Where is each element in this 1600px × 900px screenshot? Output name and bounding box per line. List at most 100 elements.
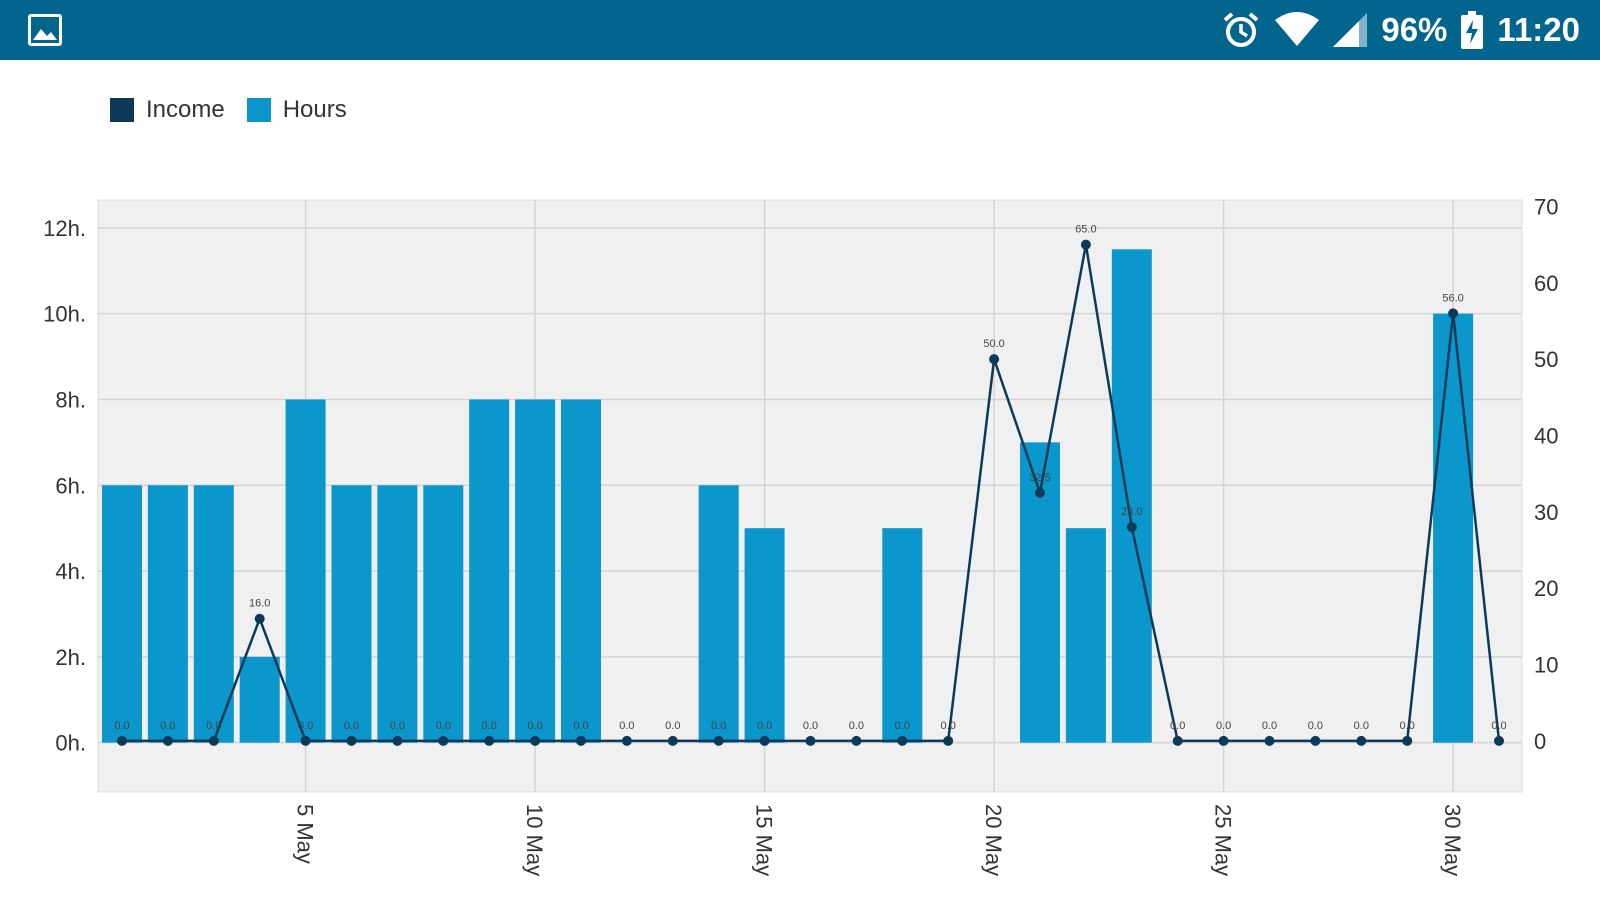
bar-hours xyxy=(331,485,372,743)
bar-hours xyxy=(377,485,418,743)
income-point xyxy=(117,735,127,746)
income-point-label: 0.0 xyxy=(160,720,175,732)
bar-hours xyxy=(469,399,510,743)
battery-charging-icon xyxy=(1461,11,1484,49)
x-tick-label: 15 May xyxy=(752,804,777,876)
y-right-tick-label: 70 xyxy=(1534,194,1558,219)
y-right-tick-label: 60 xyxy=(1534,271,1558,296)
income-point xyxy=(1310,735,1321,746)
income-point-label: 0.0 xyxy=(803,720,818,732)
bar-hours xyxy=(561,399,601,743)
y-left-tick-label: 10h. xyxy=(43,302,86,327)
clock: 11:20 xyxy=(1497,11,1580,48)
income-point-label: 0.0 xyxy=(1308,720,1323,732)
y-left-tick-label: 8h. xyxy=(55,387,86,412)
bar-hours xyxy=(882,528,923,743)
bar-hours xyxy=(1065,528,1106,743)
income-point xyxy=(438,735,449,746)
alarm-icon xyxy=(1224,12,1259,47)
income-point-label: 0.0 xyxy=(895,720,910,732)
income-point xyxy=(1448,308,1459,319)
status-bar: 96% 11:20 xyxy=(0,0,1600,60)
y-left-tick-label: 0h. xyxy=(55,731,86,756)
y-right-tick-label: 50 xyxy=(1534,347,1558,372)
y-right-tick-label: 20 xyxy=(1534,576,1558,601)
income-point-label: 0.0 xyxy=(1170,720,1185,732)
legend-label-hours: Hours xyxy=(282,96,347,123)
income-point xyxy=(667,735,678,746)
wifi-icon xyxy=(1275,12,1320,46)
income-point xyxy=(346,735,357,746)
y-left-tick-label: 6h. xyxy=(55,473,86,498)
income-point-label: 0.0 xyxy=(527,720,542,732)
bar-hours xyxy=(102,485,142,743)
legend-item-hours: Hours xyxy=(246,96,347,124)
income-point xyxy=(943,735,954,746)
income-point xyxy=(1035,487,1045,498)
income-point xyxy=(1402,735,1413,746)
income-point-label: 56.0 xyxy=(1442,292,1463,304)
income-point xyxy=(621,735,632,746)
income-point-label: 0.0 xyxy=(298,720,313,732)
income-point-label: 0.0 xyxy=(114,720,129,732)
y-left-tick-label: 12h. xyxy=(43,216,86,241)
income-point xyxy=(1356,735,1367,746)
battery-percent: 96% xyxy=(1381,11,1448,48)
bar-hours xyxy=(193,485,234,743)
income-point xyxy=(851,735,862,746)
bar-hours xyxy=(698,485,739,743)
bar-hours xyxy=(515,399,556,743)
income-point-label: 50.0 xyxy=(983,338,1004,350)
income-point-label: 0.0 xyxy=(757,720,772,732)
legend-label-income: Income xyxy=(146,96,225,123)
income-point xyxy=(1080,239,1091,250)
income-point-label: 0.0 xyxy=(619,720,634,732)
income-point-label: 0.0 xyxy=(1354,720,1369,732)
income-point xyxy=(805,735,816,746)
x-tick-label: 10 May xyxy=(522,804,547,876)
income-point-label: 0.0 xyxy=(941,720,956,732)
income-point xyxy=(576,735,586,746)
income-point-label: 0.0 xyxy=(390,720,405,732)
income-point-label: 0.0 xyxy=(665,720,680,732)
income-point xyxy=(1264,735,1275,746)
income-point-label: 0.0 xyxy=(573,720,588,732)
bar-hours xyxy=(1111,249,1152,743)
income-point-label: 28.0 xyxy=(1121,506,1142,518)
income-point xyxy=(530,735,541,746)
income-point xyxy=(254,613,265,624)
income-point-label: 0.0 xyxy=(849,720,864,732)
y-right-tick-label: 0 xyxy=(1534,729,1546,754)
income-point xyxy=(759,735,770,746)
income-point xyxy=(208,735,219,746)
legend-swatch-hours xyxy=(246,98,271,122)
y-right-tick-label: 40 xyxy=(1534,424,1558,449)
income-point-label: 0.0 xyxy=(1262,720,1277,732)
x-tick-label: 30 May xyxy=(1440,804,1465,876)
x-tick-label: 5 May xyxy=(293,804,318,864)
legend-item-income: Income xyxy=(110,96,225,124)
income-point-label: 0.0 xyxy=(206,720,221,732)
bar-hours xyxy=(147,485,188,743)
x-tick-label: 25 May xyxy=(1211,804,1236,876)
bar-hours xyxy=(285,399,326,743)
x-tick-label: 20 May xyxy=(981,804,1006,876)
income-point-label: 0.0 xyxy=(482,720,497,732)
bar-hours xyxy=(423,485,464,743)
income-point-label: 0.0 xyxy=(436,720,451,732)
signal-icon xyxy=(1333,13,1368,47)
income-point-label: 32.5 xyxy=(1029,472,1050,484)
income-point-label: 0.0 xyxy=(711,720,726,732)
income-point xyxy=(392,735,403,746)
gallery-icon xyxy=(28,14,62,46)
y-left-tick-label: 4h. xyxy=(55,559,86,584)
y-left-tick-label: 2h. xyxy=(55,645,86,670)
income-point xyxy=(300,735,311,746)
bar-hours xyxy=(239,656,280,743)
status-icons: 96% 11:20 xyxy=(1221,0,1580,60)
income-point xyxy=(897,735,908,746)
income-point-label: 0.0 xyxy=(344,720,359,732)
income-point xyxy=(1494,735,1504,746)
income-point-label: 65.0 xyxy=(1075,224,1096,236)
